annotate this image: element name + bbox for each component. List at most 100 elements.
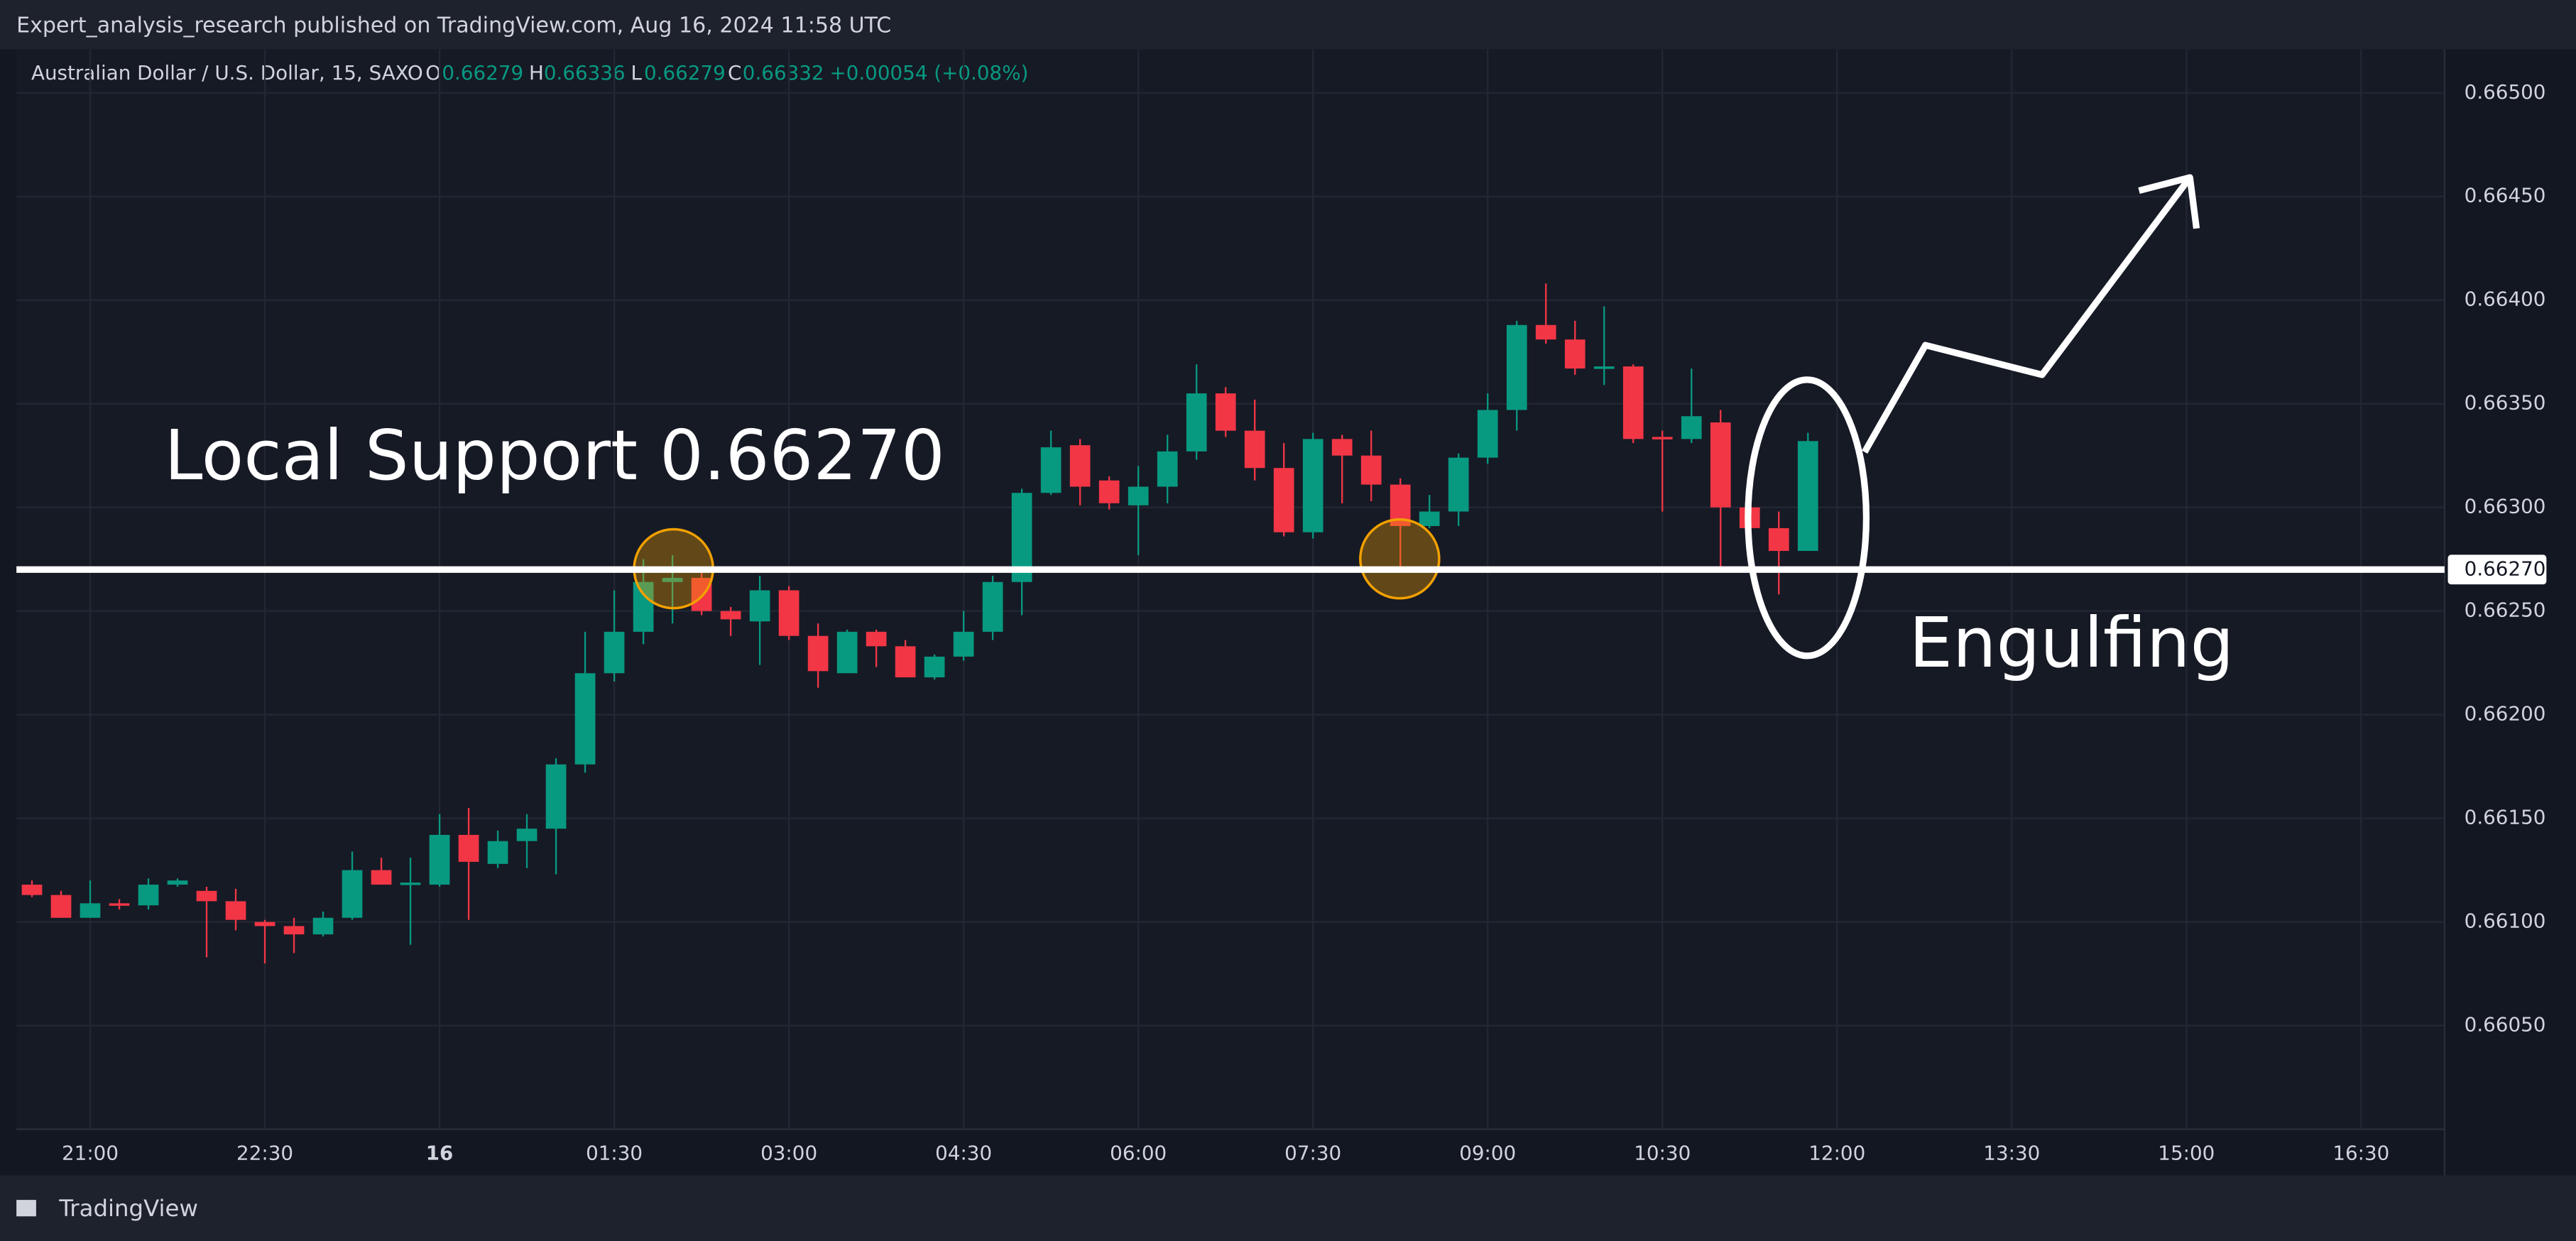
candle-body xyxy=(1419,511,1440,526)
y-tick-label: 0.66400 xyxy=(2465,288,2546,311)
candle-body xyxy=(1506,324,1527,410)
candle-body xyxy=(516,829,537,841)
candle-body xyxy=(371,870,392,885)
candle-body xyxy=(662,577,683,582)
x-tick-label: 07:30 xyxy=(1284,1141,1341,1164)
x-tick-label: 03:00 xyxy=(760,1141,817,1164)
x-tick-label: 22:30 xyxy=(236,1141,293,1164)
candle-body xyxy=(342,870,363,918)
annotation: Local Support 0.66270 xyxy=(164,415,944,496)
x-tick-label: 04:30 xyxy=(935,1141,992,1164)
h-value: 0.66336 xyxy=(544,61,626,84)
candle-body xyxy=(1273,468,1294,532)
symbol: Australian Dollar / U.S. Dollar, 15, SAX… xyxy=(31,61,423,84)
plot-area xyxy=(16,49,2445,1130)
support-label-box xyxy=(2447,554,2547,585)
header-title: Expert_analysis_research published on Tr… xyxy=(16,13,891,38)
candle-body xyxy=(749,590,770,622)
y-tick-label: 0.66500 xyxy=(2465,80,2546,104)
candle-body xyxy=(1652,437,1673,439)
candle-body xyxy=(1768,527,1789,551)
candle-body xyxy=(720,611,741,620)
candle-body xyxy=(138,885,159,906)
brand: TradingView xyxy=(58,1195,198,1222)
legend: Australian Dollar / U.S. Dollar, 15, SAX… xyxy=(31,61,1028,84)
y-tick-label: 0.66200 xyxy=(2465,702,2546,726)
candle-body xyxy=(1535,324,1556,340)
y-tick-label: 0.66050 xyxy=(2465,1013,2546,1037)
x-tick-label: 13:30 xyxy=(1983,1141,2040,1164)
logo: TradingView xyxy=(16,1195,198,1222)
y-tick-label: 0.66150 xyxy=(2465,806,2546,829)
candle-body xyxy=(1157,451,1178,487)
candle-body xyxy=(866,631,887,647)
candle-body xyxy=(1128,486,1149,505)
candle-body xyxy=(1360,455,1382,485)
candle-body xyxy=(1710,422,1731,508)
candle-body xyxy=(1040,447,1061,493)
x-tick-label: 12:00 xyxy=(1808,1141,1865,1164)
l-value: 0.66279 xyxy=(644,61,726,84)
x-tick-label: 01:30 xyxy=(586,1141,643,1164)
candle-body xyxy=(1797,441,1818,551)
arrow-head xyxy=(2138,174,2200,229)
y-tick-label: 0.66250 xyxy=(2465,598,2546,622)
h-label: H xyxy=(529,61,544,84)
c-value: 0.66332 xyxy=(743,61,824,84)
candle-body xyxy=(1069,445,1091,487)
candle-body xyxy=(633,581,654,632)
candle-body xyxy=(1477,410,1498,458)
candle-body xyxy=(283,926,305,935)
annotation: Engulfing xyxy=(1909,603,2234,683)
candle-body xyxy=(400,882,421,885)
y-tick-label: 0.66350 xyxy=(2465,391,2546,415)
x-tick-label: 10:30 xyxy=(1634,1141,1691,1164)
support-label: 0.66270 xyxy=(2465,557,2546,580)
candle-body xyxy=(1244,430,1265,469)
candle-body xyxy=(1622,366,1644,439)
candle-body xyxy=(807,635,829,672)
candle-body xyxy=(196,890,217,902)
candle-body xyxy=(225,901,246,920)
o-value: 0.66279 xyxy=(442,61,523,84)
candle-body xyxy=(1593,366,1615,369)
candle-body xyxy=(50,895,72,918)
candle-body xyxy=(924,656,945,678)
candle-body xyxy=(982,581,1003,632)
candle-body xyxy=(1681,416,1702,439)
candles xyxy=(21,283,1818,963)
candle-body xyxy=(1564,339,1586,369)
change: +0.00054 (+0.08%) xyxy=(829,61,1028,84)
arrow xyxy=(1862,175,2193,454)
candle-body xyxy=(21,885,43,895)
x-tick-label: 06:00 xyxy=(1110,1141,1167,1164)
o-label: O xyxy=(425,61,441,84)
candle-body xyxy=(1331,439,1353,456)
x-tick-label: 21:00 xyxy=(62,1141,119,1164)
logo-mark xyxy=(16,1200,36,1217)
candle-body xyxy=(574,673,596,765)
x-tick-label: 15:00 xyxy=(2158,1141,2215,1164)
x-tick-label: 16:30 xyxy=(2332,1141,2389,1164)
y-tick-label: 0.66450 xyxy=(2465,184,2546,207)
candle-body xyxy=(429,834,450,885)
layers: Local Support 0.66270 Engulfing xyxy=(16,49,2445,1130)
x-tick-label: 16 xyxy=(426,1141,454,1164)
highlight-ellipse xyxy=(1745,376,1870,660)
y-tick-label: 0.66100 xyxy=(2465,909,2546,933)
candle-body xyxy=(1186,393,1207,452)
candle-body xyxy=(1448,457,1469,512)
candle-body xyxy=(1215,393,1236,431)
l-label: L xyxy=(631,61,642,84)
header-bar xyxy=(0,0,2576,50)
candle-body xyxy=(167,880,188,885)
drawings: Local Support 0.66270 Engulfing xyxy=(16,174,2445,683)
y-tick-label: 0.66300 xyxy=(2465,495,2546,518)
candle-body xyxy=(953,631,974,657)
candle-body xyxy=(80,903,101,918)
candle-body xyxy=(1098,480,1120,503)
candle-body xyxy=(691,577,712,611)
candle-body xyxy=(458,834,479,862)
